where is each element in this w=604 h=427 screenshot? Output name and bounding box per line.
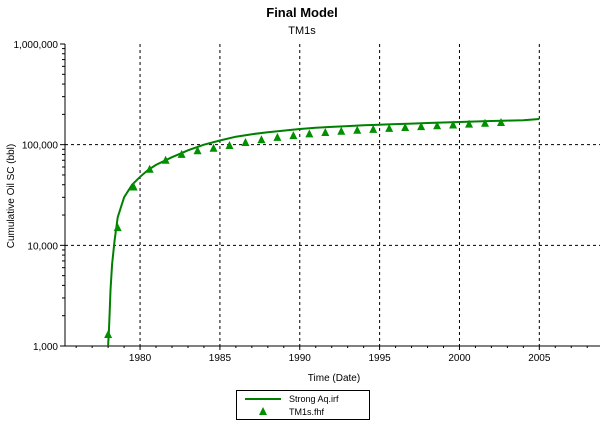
data-point-marker [257, 135, 266, 144]
data-point-marker [129, 182, 138, 191]
chart-title: Final Model [266, 5, 338, 20]
chart-subtitle: TM1s [288, 25, 316, 37]
data-point-marker [401, 123, 410, 132]
data-point-marker [433, 121, 442, 130]
data-point-marker [177, 149, 186, 158]
legend-item-marker: TM1s.fhf [237, 405, 369, 419]
data-point-marker [289, 131, 298, 140]
data-point-marker [449, 120, 458, 129]
data-point-marker [209, 143, 218, 152]
y-axis-title: Cumulative Oil SC (bbl) [6, 144, 17, 248]
data-point-marker [385, 123, 394, 132]
data-point-marker [353, 125, 362, 134]
legend-marker-swatch [259, 407, 267, 415]
legend-line-swatch [245, 398, 281, 400]
y-tick-label: 100,000 [22, 141, 59, 152]
x-tick-label: 2000 [448, 353, 471, 364]
data-point-marker [496, 118, 505, 127]
data-point-marker [465, 119, 474, 128]
data-point-marker [481, 118, 490, 127]
grid-lines [65, 44, 600, 346]
x-tick-label: 1985 [209, 353, 232, 364]
legend-label-marker: TM1s.fhf [289, 407, 325, 417]
x-tick-label: 1995 [368, 353, 391, 364]
data-point-marker [417, 122, 426, 131]
series-line-0 [107, 118, 540, 347]
data-point-marker [369, 124, 378, 133]
tick-labels: 1980 1985 1990 1995 2000 2005 1,000 10,000 100,0… [14, 40, 551, 364]
legend-label-line: Strong Aq.irf [289, 394, 339, 404]
data-point-marker [225, 141, 234, 150]
data-point-marker [241, 138, 250, 147]
y-tick-label: 1,000,000 [14, 40, 59, 51]
x-tick-label: 2005 [528, 353, 551, 364]
x-axis-title: Time (Date) [308, 373, 360, 384]
data-point-marker [113, 223, 122, 232]
y-tick-label: 1,000 [33, 342, 58, 353]
data-point-marker [321, 128, 330, 137]
data-point-marker [305, 129, 314, 138]
data-point-marker [273, 132, 282, 141]
data-point-marker [104, 330, 113, 339]
data-point-marker [145, 164, 154, 173]
data-point-marker [193, 146, 202, 155]
series-layer [104, 118, 540, 347]
x-tick-label: 1990 [289, 353, 312, 364]
legend: Strong Aq.irf TM1s.fhf [236, 390, 370, 420]
legend-item-line: Strong Aq.irf [237, 392, 369, 406]
data-point-marker [161, 155, 170, 164]
x-tick-label: 1980 [129, 353, 152, 364]
axes [60, 43, 600, 350]
y-tick-label: 10,000 [27, 241, 58, 252]
data-point-marker [337, 126, 346, 135]
